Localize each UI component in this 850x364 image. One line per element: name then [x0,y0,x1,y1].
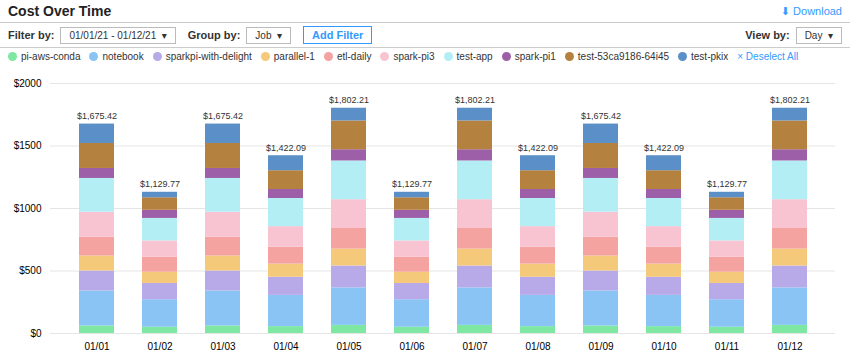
svg-text:$1,129.77: $1,129.77 [707,179,747,189]
svg-text:01/10: 01/10 [651,341,676,352]
html-text:test-pkix: test-pkix [691,51,729,62]
html-text:spark-pi3: spark-pi3 [393,51,435,62]
svg-text:$1,422.09: $1,422.09 [518,143,558,153]
html-text:Filter by:: Filter by: [8,29,55,41]
svg-text:$1,129.77: $1,129.77 [140,179,180,189]
svg-text:$1,802.21: $1,802.21 [455,95,495,105]
svg-text:$1500: $1500 [14,140,42,151]
svg-text:01/09: 01/09 [588,341,613,352]
svg-text:$1,422.09: $1,422.09 [644,143,684,153]
svg-text:01/05: 01/05 [336,341,361,352]
html-text:test-53ca9186-64i45: test-53ca9186-64i45 [577,51,669,62]
html-text:View by:: View by: [745,29,790,41]
html-text:Add Filter: Add Filter [312,29,364,41]
html-text:01/01/21 - 01/12/21 ▾: 01/01/21 - 01/12/21 ▾ [69,29,167,41]
svg-text:01/01: 01/01 [84,341,109,352]
svg-text:$1,422.09: $1,422.09 [266,143,306,153]
svg-text:$500: $500 [19,265,42,276]
svg-text:$1,802.21: $1,802.21 [329,95,369,105]
svg-text:01/07: 01/07 [462,341,487,352]
html-text:Group by:: Group by: [187,29,241,41]
svg-text:$0: $0 [30,328,42,339]
html-text:test-app: test-app [456,51,493,62]
svg-text:01/08: 01/08 [525,341,550,352]
html-text:Day ▾: Day ▾ [804,29,833,41]
svg-text:$1000: $1000 [14,203,42,214]
svg-text:01/11: 01/11 [715,341,740,352]
svg-text:01/06: 01/06 [399,341,424,352]
svg-text:01/02: 01/02 [147,341,172,352]
html-text:Job ▾: Job ▾ [255,29,282,41]
svg-text:$1,675.42: $1,675.42 [581,111,621,121]
html-text:etl-daily: etl-daily [336,51,372,62]
svg-text:$1,675.42: $1,675.42 [203,111,243,121]
svg-text:$1,802.21: $1,802.21 [770,95,810,105]
svg-text:01/03: 01/03 [210,341,235,352]
svg-text:$1,129.77: $1,129.77 [392,179,432,189]
html-text:parallel-1: parallel-1 [273,51,315,62]
html-text:× Deselect All: × Deselect All [737,51,799,62]
html-text:⬇ Download: ⬇ Download [780,4,842,17]
html-text:spark-pi1: spark-pi1 [514,51,556,62]
svg-text:$2000: $2000 [14,78,42,89]
svg-text:01/12: 01/12 [777,341,802,352]
svg-text:$1,675.42: $1,675.42 [77,111,117,121]
svg-text:01/04: 01/04 [273,341,298,352]
html-text:Cost Over Time: Cost Over Time [8,3,112,19]
html-text:pi-aws-conda: pi-aws-conda [21,51,81,62]
html-text:sparkpi-with-delight: sparkpi-with-delight [165,51,252,62]
html-text:notebook: notebook [102,51,144,62]
